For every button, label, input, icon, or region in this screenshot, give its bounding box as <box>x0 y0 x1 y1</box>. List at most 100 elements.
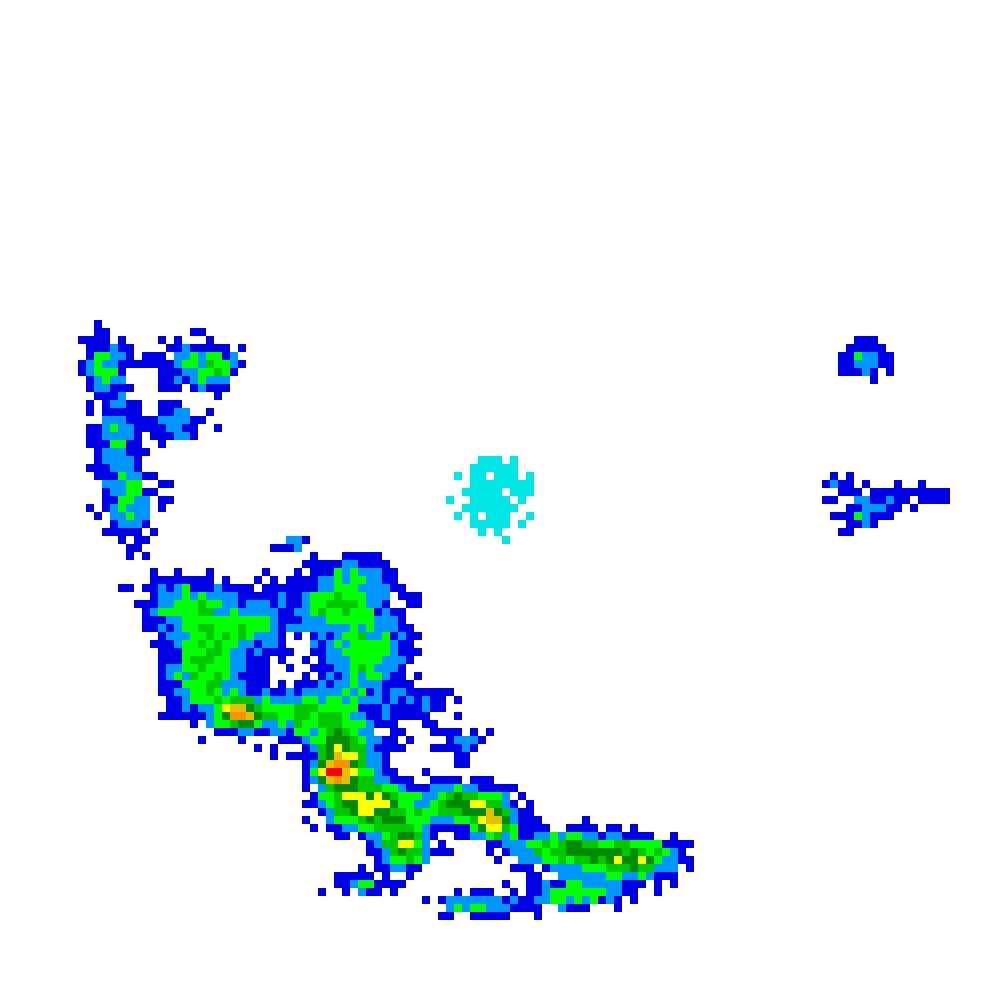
radar-cell <box>374 784 382 792</box>
radar-cell <box>374 856 382 864</box>
radar-cell <box>622 848 630 856</box>
radar-cell <box>550 864 558 872</box>
radar-cell <box>382 880 390 888</box>
radar-cell <box>238 640 246 648</box>
radar-cell <box>542 824 550 832</box>
radar-cell <box>174 576 182 584</box>
radar-cell <box>150 472 158 480</box>
radar-cell <box>430 728 438 736</box>
radar-cell <box>342 832 350 840</box>
radar-cell <box>78 368 86 376</box>
radar-cell <box>334 768 342 776</box>
radar-cell <box>470 776 478 784</box>
radar-cell <box>422 808 430 816</box>
radar-cell <box>918 480 926 488</box>
radar-cell <box>502 880 510 888</box>
radar-cell <box>302 592 310 600</box>
radar-cell <box>182 576 190 584</box>
radar-cell <box>582 816 590 824</box>
radar-cell <box>270 632 278 640</box>
radar-cell <box>142 584 150 592</box>
radar-cell <box>150 624 158 632</box>
radar-cell <box>686 864 694 872</box>
radar-cell <box>94 432 102 440</box>
radar-cell <box>174 368 182 376</box>
radar-cell <box>182 592 190 600</box>
radar-cell <box>534 872 542 880</box>
radar-cell <box>478 808 486 816</box>
radar-cell <box>198 696 206 704</box>
radar-cell <box>126 504 134 512</box>
radar-cell <box>430 816 438 824</box>
radar-cell <box>142 472 150 480</box>
radar-cell <box>118 472 126 480</box>
radar-cell <box>350 576 358 584</box>
radar-cell <box>374 696 382 704</box>
radar-cell <box>518 792 526 800</box>
radar-cell <box>438 784 446 792</box>
radar-cell <box>286 584 294 592</box>
radar-cell <box>230 632 238 640</box>
radar-cell <box>470 816 478 824</box>
radar-cell <box>342 808 350 816</box>
radar-cell <box>182 608 190 616</box>
radar-cell <box>222 352 230 360</box>
radar-cell <box>494 816 502 824</box>
radar-cell <box>366 696 374 704</box>
radar-cell <box>166 432 174 440</box>
radar-cell <box>398 680 406 688</box>
radar-cell <box>582 888 590 896</box>
radar-cell <box>142 424 150 432</box>
radar-cell <box>406 688 414 696</box>
radar-cell <box>342 728 350 736</box>
radar-cell <box>574 856 582 864</box>
radar-cell <box>110 480 118 488</box>
radar-cell <box>198 632 206 640</box>
radar-cell <box>446 688 454 696</box>
radar-cell <box>326 784 334 792</box>
radar-cell <box>134 448 142 456</box>
radar-cell <box>118 504 126 512</box>
radar-cell <box>222 360 230 368</box>
radar-cell <box>574 904 582 912</box>
radar-cell <box>342 656 350 664</box>
radar-cell <box>830 496 838 504</box>
radar-cell <box>342 576 350 584</box>
radar-cell <box>406 712 414 720</box>
radar-cell <box>230 720 238 728</box>
radar-cell <box>414 688 422 696</box>
radar-cell <box>326 584 334 592</box>
radar-cell <box>238 656 246 664</box>
radar-cell <box>838 368 846 376</box>
radar-cell <box>86 376 94 384</box>
radar-cell <box>838 512 846 520</box>
radar-cell <box>302 816 310 824</box>
radar-cell <box>374 744 382 752</box>
radar-cell <box>342 584 350 592</box>
radar-cell <box>310 600 318 608</box>
radar-cell <box>118 416 126 424</box>
radar-cell <box>302 720 310 728</box>
radar-cell <box>158 576 166 584</box>
radar-cell <box>454 800 462 808</box>
radar-cell <box>494 528 502 536</box>
radar-cell <box>94 352 102 360</box>
radar-cell <box>382 752 390 760</box>
radar-cell <box>254 680 262 688</box>
radar-cell <box>198 624 206 632</box>
radar-cell <box>542 840 550 848</box>
radar-cell <box>406 600 414 608</box>
radar-cell <box>150 488 158 496</box>
radar-cell <box>494 808 502 816</box>
radar-cell <box>174 704 182 712</box>
radar-cell <box>222 600 230 608</box>
radar-cell <box>262 728 270 736</box>
radar-cell <box>518 496 526 504</box>
radar-cell <box>558 888 566 896</box>
radar-cell <box>326 576 334 584</box>
radar-cell <box>110 464 118 472</box>
radar-cell <box>94 424 102 432</box>
radar-cell <box>510 784 518 792</box>
radar-cell <box>358 632 366 640</box>
radar-cell <box>86 432 94 440</box>
